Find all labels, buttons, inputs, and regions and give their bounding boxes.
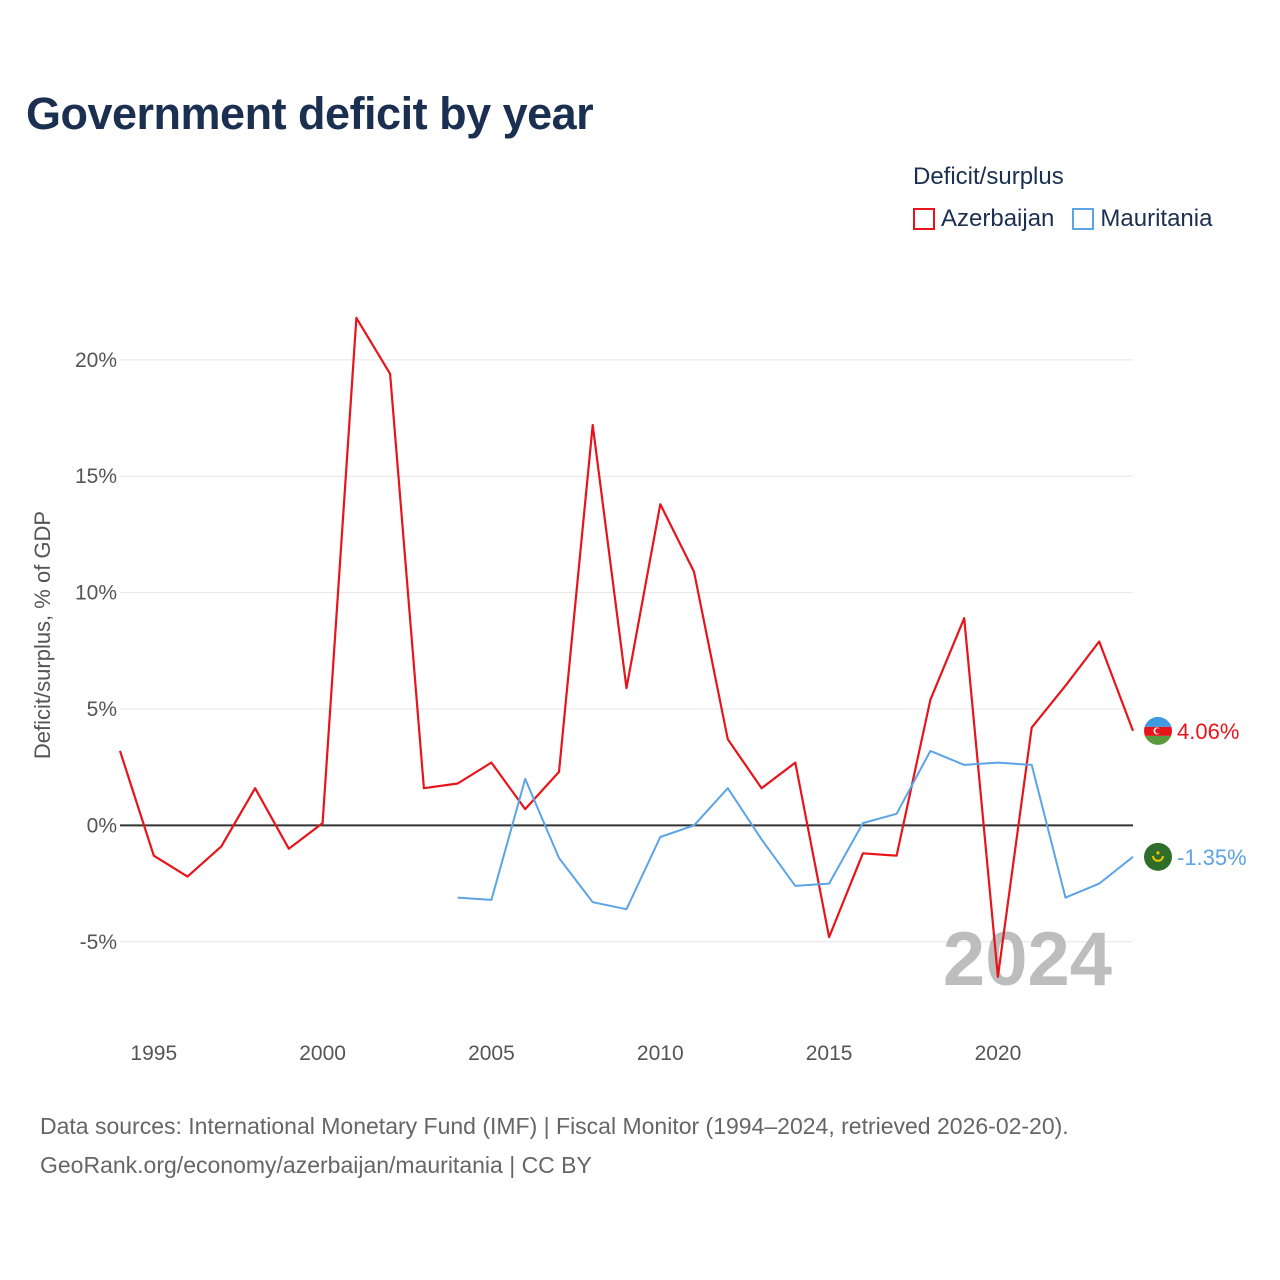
legend-title: Deficit/surplus — [913, 163, 1064, 190]
series-line-azerbaijan — [118, 316, 1135, 978]
legend-item-mauritania[interactable]: Mauritania — [1072, 205, 1212, 233]
y-tick-label: 0% — [87, 814, 117, 837]
end-markers: 4.06% -1.35% — [1144, 716, 1247, 871]
legend: Azerbaijan Mauritania — [913, 205, 1212, 233]
y-axis-ticks: -5% 0% 5% 10% 15% 20% — [75, 349, 117, 954]
y-tick-label: -5% — [80, 931, 117, 954]
flag-crescent — [1152, 855, 1164, 862]
end-value-label-azerbaijan: 4.06% — [1177, 719, 1239, 744]
x-tick-label: 2020 — [975, 1042, 1022, 1065]
y-tick-label: 5% — [87, 698, 117, 721]
flag-marker-mauritania — [1144, 842, 1172, 871]
legend-label-mauritania: Mauritania — [1100, 205, 1213, 232]
year-watermark: 2024 — [943, 917, 1112, 1002]
line-chart: -5% 0% 5% 10% 15% 20% 1995 2000 2005 2010 2015 202… — [30, 316, 1247, 1065]
chart-title: Government deficit by year — [26, 88, 594, 139]
flag-band-green — [1144, 735, 1172, 745]
x-tick-label: 2005 — [468, 1042, 515, 1065]
x-tick-label: 2000 — [299, 1042, 346, 1065]
flag-crescent-cut — [1155, 728, 1161, 734]
footer-link[interactable]: GeoRank.org/economy/azerbaijan/mauritani… — [40, 1152, 592, 1178]
y-tick-label: 15% — [75, 465, 117, 488]
x-tick-label: 1995 — [130, 1042, 177, 1065]
flag-circle — [1144, 842, 1172, 871]
legend-swatch-azerbaijan — [913, 208, 935, 230]
flag-star — [1156, 851, 1160, 855]
flag-marker-azerbaijan — [1144, 716, 1172, 745]
y-tick-label: 10% — [75, 582, 117, 605]
y-axis-label: Deficit/surplus, % of GDP — [30, 511, 55, 759]
footer-sources: Data sources: International Monetary Fun… — [40, 1113, 1069, 1139]
x-tick-label: 2015 — [806, 1042, 853, 1065]
footer: Data sources: International Monetary Fun… — [40, 1107, 1069, 1185]
grid-lines — [120, 359, 1133, 943]
flag-band-blue — [1144, 716, 1172, 727]
flag-body — [1144, 716, 1172, 745]
legend-swatch-mauritania — [1072, 208, 1095, 230]
series-lines — [118, 316, 1135, 978]
x-axis-ticks: 1995 2000 2005 2010 2015 2020 — [130, 1042, 1021, 1065]
series-line-mauritania — [457, 749, 1134, 911]
legend-label-azerbaijan: Azerbaijan — [941, 205, 1055, 232]
x-tick-label: 2010 — [637, 1042, 684, 1065]
legend-item-azerbaijan[interactable]: Azerbaijan — [913, 205, 1054, 233]
end-value-label-mauritania: -1.35% — [1177, 845, 1247, 870]
y-tick-label: 20% — [75, 349, 117, 372]
